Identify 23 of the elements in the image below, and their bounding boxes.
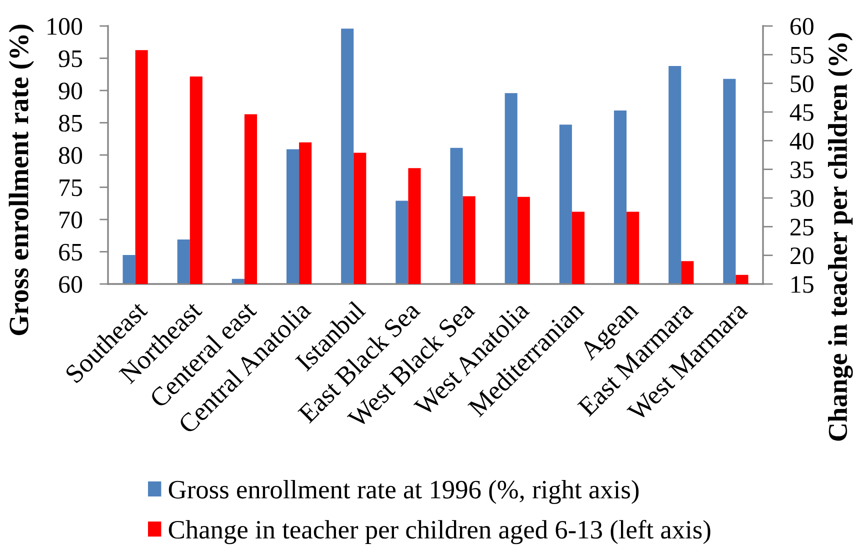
legend-label: Gross enrollment rate at 1996 (%, right axis) — [168, 480, 639, 504]
y2-tick-label: 60 — [790, 18, 814, 35]
y-tick-label: 95 — [58, 50, 82, 68]
y-tick-label: 75 — [60, 180, 82, 196]
y2-tick-label: 25 — [790, 218, 814, 236]
y2-tick-label: 40 — [790, 132, 814, 150]
y2-tick-label: 20 — [790, 247, 814, 264]
y-tick-label: 85 — [58, 114, 82, 132]
y2-tick-label: 15 — [792, 276, 814, 293]
y2-tick-label: 55 — [790, 46, 814, 64]
y2-tick-label: 45 — [790, 104, 814, 121]
y-tick-label: 90 — [58, 82, 82, 100]
y-tick-label: 100 — [48, 18, 82, 35]
y2-axis-title: Change in teacher per children (%) — [828, 33, 853, 441]
y-tick-label: 65 — [59, 244, 82, 261]
y-axis-title: Gross enrollment rate (%) — [8, 24, 34, 336]
y-tick-label: 80 — [58, 147, 82, 164]
y-tick-label: 70 — [60, 212, 82, 228]
legend-label: Change in teacher per children aged 6-13 (left axis) — [168, 520, 710, 544]
y2-tick-label: 50 — [790, 75, 814, 92]
y2-tick-label: 35 — [790, 161, 814, 178]
y2-tick-label: 30 — [790, 190, 814, 207]
y-tick-label: 60 — [59, 276, 82, 293]
